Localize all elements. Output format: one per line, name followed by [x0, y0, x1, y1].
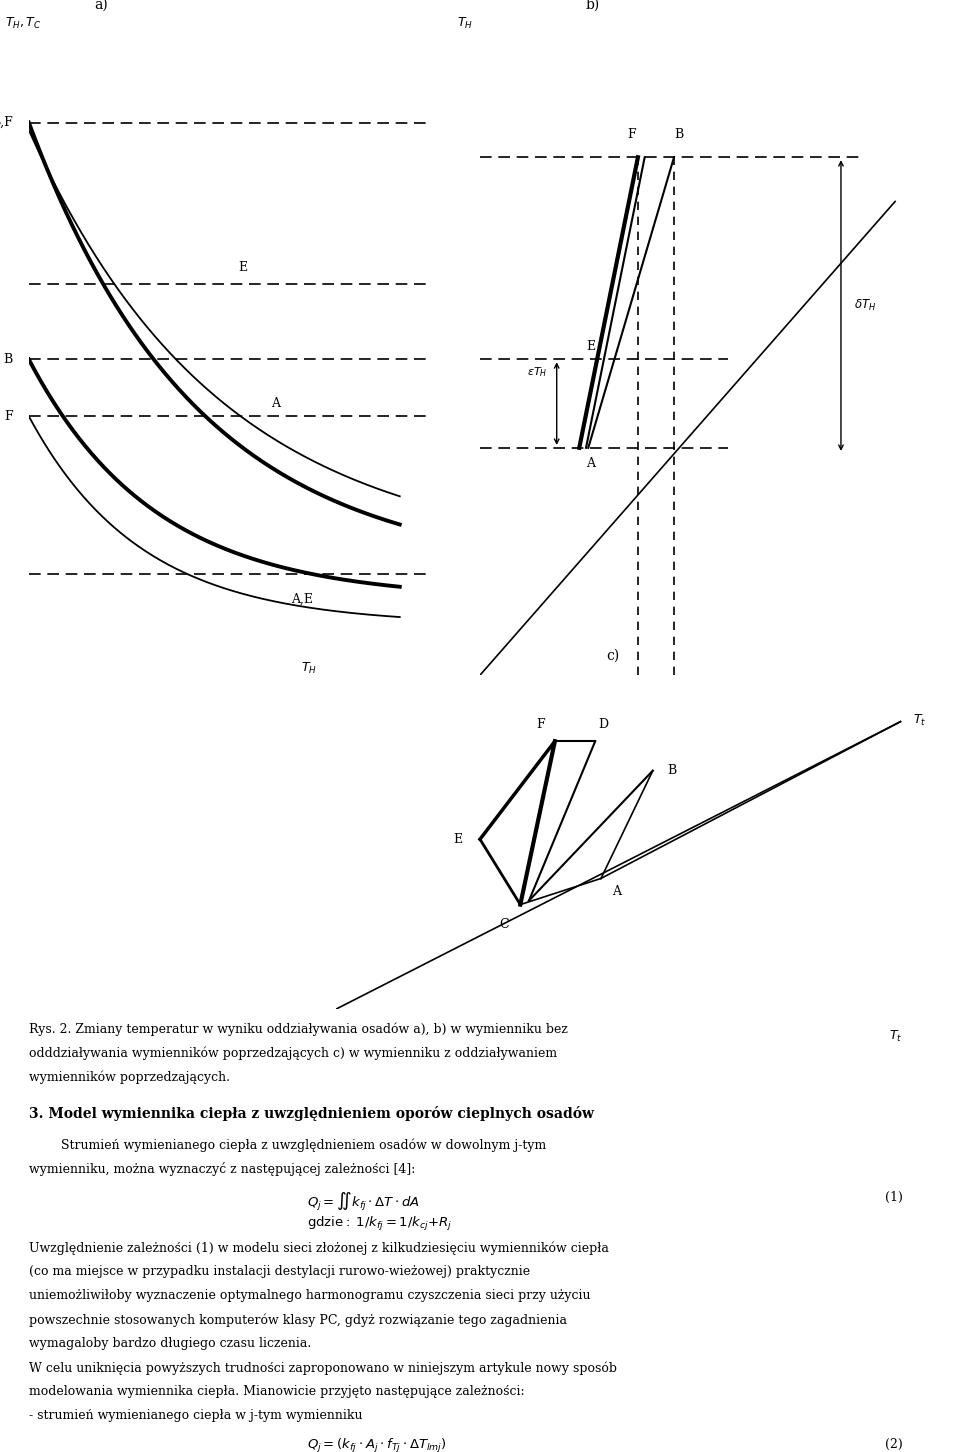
Text: $T_H$: $T_H$	[301, 661, 318, 675]
Text: F: F	[627, 128, 636, 141]
Text: wymagaloby bardzo długiego czasu liczenia.: wymagaloby bardzo długiego czasu liczeni…	[29, 1337, 311, 1350]
Text: odddziaływania wymienników poprzedzających c) w wymienniku z oddziaływaniem: odddziaływania wymienników poprzedzający…	[29, 1045, 557, 1060]
Text: $\mathrm{gdzie{:}}\; 1/k_{fj}{=}1/k_{cj}{+}R_j$: $\mathrm{gdzie{:}}\; 1/k_{fj}{=}1/k_{cj}…	[307, 1214, 452, 1233]
Text: Strumień wymienianego ciepła z uwzględnieniem osadów w dowolnym j-tym: Strumień wymienianego ciepła z uwzględni…	[29, 1138, 546, 1151]
Text: F: F	[537, 719, 544, 732]
Text: powszechnie stosowanych komputerów klasy PC, gdyż rozwiązanie tego zagadnienia: powszechnie stosowanych komputerów klasy…	[29, 1314, 566, 1327]
Text: Uwzględnienie zależności (1) w modelu sieci złożonej z kilkudziesięciu wymiennik: Uwzględnienie zależności (1) w modelu si…	[29, 1241, 609, 1255]
Text: E: E	[586, 340, 595, 353]
Text: B: B	[674, 128, 684, 141]
Text: $T_H,T_C$: $T_H,T_C$	[5, 16, 41, 30]
Text: E: E	[238, 261, 248, 274]
Text: b): b)	[586, 0, 600, 12]
Text: Rys. 2. Zmiany temperatur w wyniku oddziaływania osadów a), b) w wymienniku bez: Rys. 2. Zmiany temperatur w wyniku oddzi…	[29, 1022, 567, 1035]
Text: (co ma miejsce w przypadku instalacji destylacji rurowo-wieżowej) praktycznie: (co ma miejsce w przypadku instalacji de…	[29, 1266, 530, 1278]
Text: B: B	[667, 764, 677, 777]
Text: B: B	[4, 353, 12, 366]
Text: wymienniku, można wyznaczyć z następującej zależności [4]:: wymienniku, można wyznaczyć z następując…	[29, 1162, 415, 1176]
Text: 3. Model wymiennika ciepła z uwzględnieniem oporów cieplnych osadów: 3. Model wymiennika ciepła z uwzględnien…	[29, 1106, 594, 1121]
Text: a): a)	[94, 0, 108, 12]
Text: (2): (2)	[885, 1437, 902, 1451]
Text: $εT_H$: $εT_H$	[527, 364, 547, 379]
Text: $T_H$: $T_H$	[457, 16, 473, 30]
Text: A,E: A,E	[291, 592, 313, 605]
Text: B,F: B,F	[0, 116, 12, 129]
Text: - strumień wymienianego ciepła w j-tym wymienniku: - strumień wymienianego ciepła w j-tym w…	[29, 1410, 362, 1422]
Text: $T_t$: $T_t$	[913, 713, 926, 727]
Text: A: A	[612, 884, 621, 897]
Text: D: D	[599, 719, 609, 732]
Text: $T_t$: $T_t$	[889, 1028, 902, 1044]
Text: $Q_j = (k_{fj} \cdot A_j \cdot f_{Tj} \cdot \Delta T_{lmj})$: $Q_j = (k_{fj} \cdot A_j \cdot f_{Tj} \c…	[307, 1437, 447, 1452]
Text: c): c)	[606, 649, 619, 662]
Text: $z$: $z$	[416, 713, 424, 726]
Text: A: A	[586, 457, 595, 470]
Text: $Q_j = \iint k_{fj} \cdot \Delta T \cdot dA$: $Q_j = \iint k_{fj} \cdot \Delta T \cdot…	[307, 1191, 420, 1212]
Text: (1): (1)	[884, 1191, 902, 1204]
Text: W celu uniknięcia powyższych trudności zaproponowano w niniejszym artykule nowy : W celu uniknięcia powyższych trudności z…	[29, 1362, 616, 1375]
Text: uniemożliwiłoby wyznaczenie optymalnego harmonogramu czyszczenia sieci przy użyc: uniemożliwiłoby wyznaczenie optymalnego …	[29, 1289, 590, 1302]
Text: C: C	[499, 918, 509, 931]
Text: $δT_H$: $δT_H$	[854, 298, 876, 314]
Text: F: F	[4, 409, 12, 423]
Text: A: A	[271, 396, 279, 409]
Text: modelowania wymiennika ciepła. Mianowicie przyjęto następujące zależności:: modelowania wymiennika ciepła. Mianowici…	[29, 1385, 524, 1398]
Text: E: E	[453, 833, 463, 845]
Text: wymienników poprzedzających.: wymienników poprzedzających.	[29, 1070, 229, 1083]
